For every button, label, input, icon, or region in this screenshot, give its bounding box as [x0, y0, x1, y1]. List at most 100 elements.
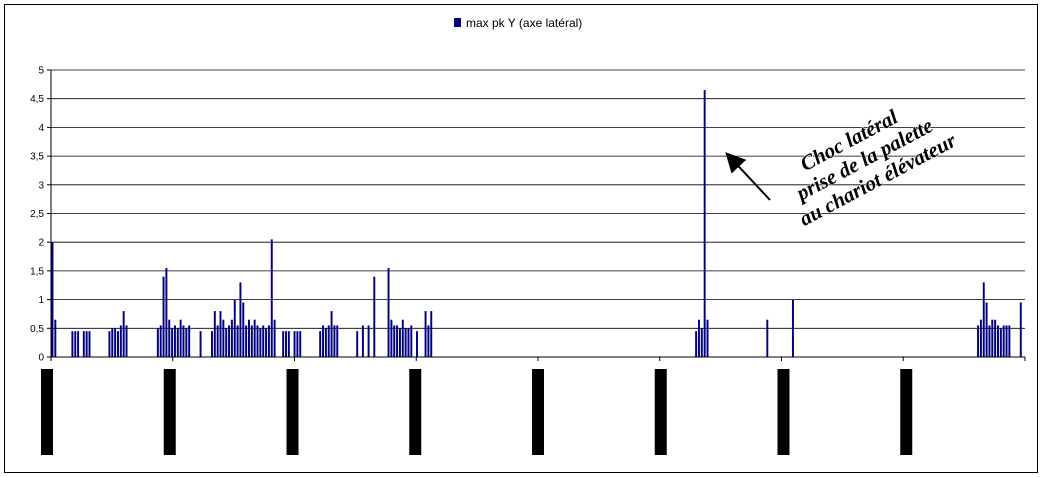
bar: [977, 325, 980, 357]
bar: [51, 242, 54, 357]
legend: max pk Y (axe latéral): [454, 16, 582, 30]
bar: [245, 325, 248, 357]
bar: [111, 328, 114, 357]
bar: [296, 331, 299, 357]
bar: [250, 325, 253, 357]
bar: [424, 311, 427, 357]
bar: [324, 328, 327, 357]
bar: [427, 325, 430, 357]
bar: [1019, 302, 1022, 357]
bar: [88, 331, 91, 357]
bar: [259, 328, 262, 357]
bar: [416, 331, 418, 357]
bar: [287, 331, 290, 357]
bar: [270, 239, 273, 357]
bar: [265, 328, 268, 357]
bar: [333, 325, 336, 357]
bar: [706, 319, 709, 357]
bar: [185, 328, 188, 357]
strip-mark: [654, 369, 667, 455]
bar: [697, 319, 700, 357]
strip-mark: [777, 369, 790, 455]
y-tick-label: 0: [38, 353, 44, 364]
bar: [233, 299, 236, 357]
bar: [356, 331, 359, 357]
bar: [404, 328, 407, 357]
bar: [695, 331, 698, 357]
bar: [999, 328, 1002, 357]
bar-series: [51, 90, 1022, 357]
y-tick-label: 0,5: [30, 324, 44, 335]
bar: [322, 325, 325, 357]
bar: [982, 282, 985, 357]
bar: [361, 325, 364, 357]
bar: [988, 325, 991, 357]
y-tick-label: 2,5: [30, 209, 44, 220]
bar: [219, 311, 222, 357]
bar: [228, 325, 231, 357]
bar: [396, 325, 399, 357]
bar: [1008, 325, 1011, 357]
bar: [168, 319, 171, 357]
bar: [398, 328, 401, 357]
bar: [387, 268, 390, 357]
bar: [293, 331, 296, 357]
bar: [222, 319, 225, 357]
bar: [703, 90, 706, 357]
bar: [319, 331, 322, 357]
bar: [156, 328, 159, 357]
bar: [173, 325, 176, 357]
bar: [256, 325, 259, 357]
bar: [267, 325, 270, 357]
y-tick-label: 4,5: [30, 94, 44, 105]
bar: [1005, 325, 1008, 357]
bar: [114, 328, 117, 357]
legend-label: max pk Y (axe latéral): [466, 16, 582, 30]
bar: [159, 325, 162, 357]
bar: [248, 319, 250, 357]
bar: [119, 325, 122, 357]
y-tick-label: 4: [38, 123, 44, 134]
bar: [327, 325, 330, 357]
y-tick-label: 3,5: [30, 152, 44, 163]
bar: [71, 331, 74, 357]
bar: [188, 325, 191, 357]
bar: [430, 311, 433, 357]
bar: [225, 328, 228, 357]
bar: [282, 331, 285, 357]
bar: [273, 319, 276, 357]
bar: [162, 276, 165, 357]
bar: [393, 325, 396, 357]
bar: [77, 331, 80, 357]
bar: [176, 328, 179, 357]
y-tick-label: 2: [38, 238, 44, 249]
bar: [997, 325, 999, 357]
bar: [117, 331, 119, 357]
bar: [367, 325, 370, 357]
bar: [213, 311, 216, 357]
bar: [122, 311, 125, 357]
axes: [50, 70, 1026, 361]
bar: [108, 331, 111, 357]
chart-svg: max pk Y (axe latéral) 0 0,5 1 1,5 2 2,5 3 3,5 4…: [30, 16, 1026, 455]
bar: [236, 325, 239, 357]
gridlines: [51, 69, 1025, 329]
bar: [165, 268, 168, 357]
bar: [791, 299, 794, 357]
bar: [390, 319, 393, 357]
y-axis-ticks: 0 0,5 1 1,5 2 2,5 3 3,5 4 4,5 5: [30, 66, 51, 364]
chart-frame: max pk Y (axe latéral) 0 0,5 1 1,5 2 2,5 3 3,5 4…: [4, 4, 1038, 473]
bar: [85, 331, 88, 357]
bar: [199, 331, 202, 357]
bar: [991, 319, 994, 357]
y-tick-label: 1: [38, 295, 44, 306]
y-tick-label: 3: [38, 180, 44, 191]
bar: [1002, 325, 1005, 357]
bar: [82, 331, 85, 357]
bar: [171, 328, 174, 357]
bar: [262, 325, 265, 357]
y-tick-label: 5: [38, 66, 44, 77]
bar: [330, 311, 333, 357]
annotation: Choc latéral prise de la palette au char…: [725, 104, 961, 231]
bar: [210, 331, 213, 357]
